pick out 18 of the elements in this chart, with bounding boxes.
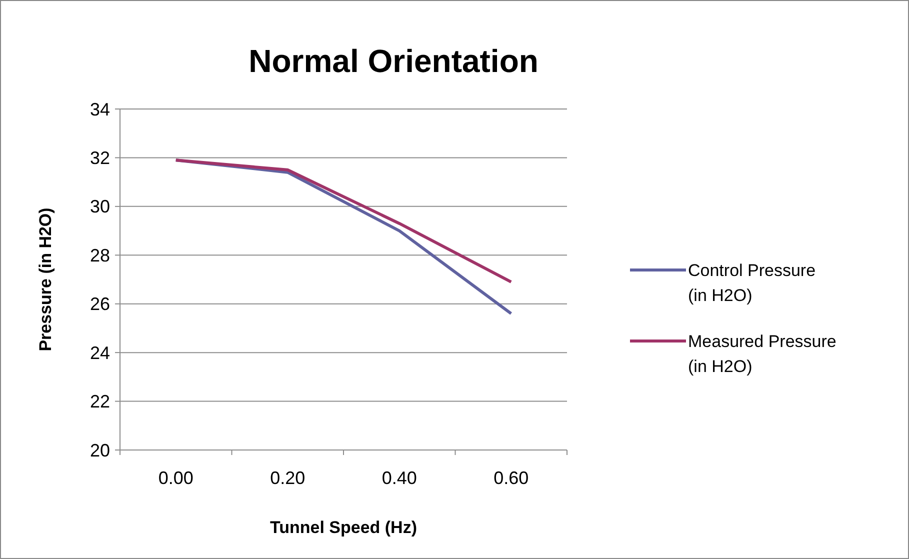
y-tick-label: 34 (90, 99, 110, 120)
y-tick-label: 26 (90, 294, 110, 314)
x-tick-label: 0.00 (158, 468, 194, 488)
line-series (174, 158, 513, 284)
x-tick-label: 0.60 (494, 468, 529, 488)
y-axis-title: Pressure (in H2O) (36, 208, 55, 352)
x-tick-label: 0.20 (270, 468, 306, 488)
x-axis-title: Tunnel Speed (Hz) (270, 518, 418, 537)
chart-title: Normal Orientation (248, 43, 538, 79)
y-tick-label: 30 (90, 196, 110, 217)
legend-label: Measured Pressure (in H2O) (688, 332, 836, 376)
y-tick-label: 20 (90, 440, 110, 460)
y-tick-label: 24 (90, 342, 110, 363)
x-tick-label: 0.40 (382, 468, 417, 488)
y-tick-label: 32 (90, 148, 110, 168)
y-tick-label: 28 (90, 245, 110, 266)
legend-label: Control Pressure (in H2O) (688, 260, 816, 305)
y-tick-label: 22 (90, 392, 110, 412)
